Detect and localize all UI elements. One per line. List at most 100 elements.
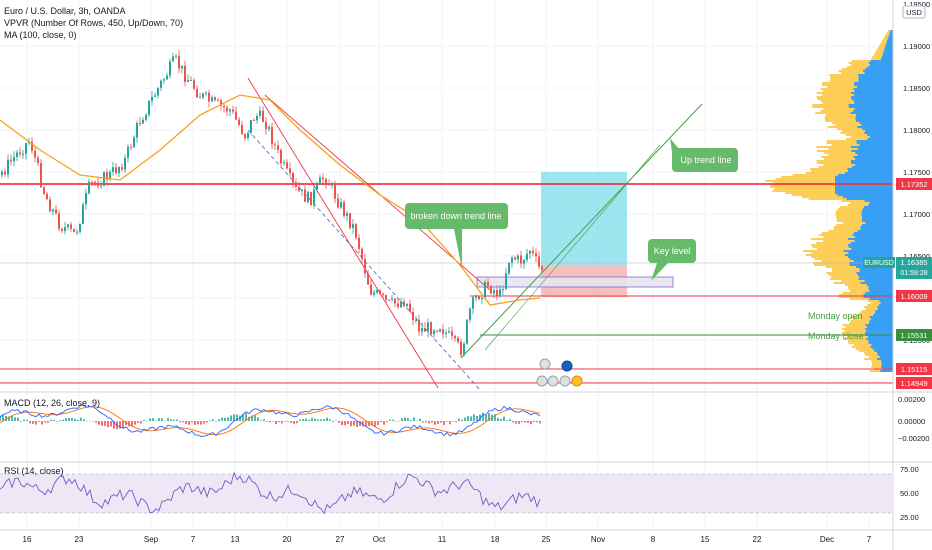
- vp-bar-down: [833, 282, 861, 284]
- macd-histogram-bar: [14, 417, 16, 421]
- candle-body: [124, 157, 126, 170]
- vp-bar-up: [845, 172, 893, 174]
- channel-dashed-line[interactable]: [247, 129, 481, 391]
- flag-icon[interactable]: [547, 375, 559, 387]
- vp-bar-up: [835, 190, 893, 192]
- vp-bar-up: [859, 268, 893, 270]
- rsi-legend[interactable]: RSI (14, close): [4, 466, 64, 476]
- vp-bar-down: [816, 92, 852, 94]
- vp-bar-down: [816, 146, 851, 148]
- macd-histogram-bar: [68, 417, 70, 421]
- vp-bar-down: [826, 142, 857, 144]
- vp-bar-down: [772, 190, 835, 192]
- candle-body: [172, 56, 174, 62]
- vp-bar-down: [840, 132, 865, 134]
- flag-icon[interactable]: [539, 358, 551, 370]
- candle-body: [352, 224, 354, 228]
- vp-bar-down: [850, 202, 870, 204]
- candle-body: [88, 181, 90, 194]
- macd-legend[interactable]: MACD (12, 26, close, 9): [4, 398, 101, 408]
- candle-body: [103, 172, 105, 186]
- vp-bar-up: [877, 354, 893, 356]
- vp-bar-up: [860, 282, 893, 284]
- candle-body: [97, 182, 99, 187]
- macd-histogram-bar: [170, 419, 172, 421]
- vp-bar-up: [857, 230, 893, 232]
- vp-bar-down: [841, 200, 865, 202]
- candle-body: [511, 257, 513, 263]
- candle-body: [307, 191, 309, 202]
- vp-bar-down: [824, 152, 856, 154]
- vp-bar-down: [878, 46, 885, 48]
- vp-bar-down: [851, 64, 870, 66]
- vp-bar-up: [866, 330, 893, 332]
- vp-bar-down: [841, 68, 865, 70]
- macd-histogram-bar: [485, 414, 487, 421]
- candle-body: [385, 295, 387, 300]
- flag-icon[interactable]: [561, 360, 573, 372]
- vp-bar-up: [881, 56, 893, 58]
- candle-body: [496, 290, 498, 297]
- vp-bar-up: [870, 346, 893, 348]
- macd-histogram-bar: [221, 417, 223, 421]
- vp-bar-down: [842, 324, 866, 326]
- vp-bar-up: [855, 158, 893, 160]
- vpvr-legend[interactable]: VPVR (Number Of Rows, 450, Up/Down, 70): [4, 18, 184, 28]
- flag-icon[interactable]: [536, 375, 548, 387]
- candle-body: [139, 122, 141, 124]
- candle-body: [205, 92, 207, 94]
- vp-bar-down: [855, 348, 873, 350]
- macd-histogram-bar: [32, 421, 34, 424]
- channel-upper-line[interactable]: [247, 77, 439, 389]
- callout-key-level[interactable]: Key level: [648, 239, 696, 281]
- candle-body: [274, 144, 276, 146]
- macd-histogram-bar: [242, 413, 244, 421]
- candle-body: [217, 100, 219, 102]
- candle-body: [157, 87, 159, 96]
- vp-bar-up: [857, 154, 893, 156]
- candle-body: [22, 153, 24, 155]
- vp-bar-up: [868, 288, 893, 290]
- flag-icon[interactable]: [559, 375, 571, 387]
- up-trend-line[interactable]: [460, 103, 703, 359]
- take-profit-zone[interactable]: [541, 172, 627, 266]
- candle-body: [343, 202, 345, 216]
- callout-broken-trend[interactable]: broken down trend line: [405, 203, 508, 269]
- ma-legend[interactable]: MA (100, close, 0): [4, 30, 77, 40]
- macd-histogram-bar: [173, 419, 175, 421]
- macd-histogram-bar: [461, 419, 463, 421]
- macd-histogram-bar: [137, 421, 139, 423]
- time-axis[interactable]: 16 23 Sep 7 13 20 27 Oct 11 18 25 Nov 8 15 22 Dec 7: [23, 535, 872, 544]
- vp-bar-up: [856, 86, 893, 88]
- candle-body: [505, 273, 507, 290]
- vp-bar-up: [864, 280, 893, 282]
- vp-bar-up: [853, 156, 893, 158]
- key-level-zone[interactable]: [476, 276, 674, 288]
- candle-body: [94, 181, 96, 183]
- symbol-title[interactable]: Euro / U.S. Dollar, 3h, OANDA: [4, 6, 126, 16]
- callout-up-trend[interactable]: Up trend line: [670, 138, 738, 172]
- macd-histogram-bar: [230, 415, 232, 421]
- vp-bar-up: [863, 294, 893, 296]
- vp-bar-up: [881, 364, 893, 366]
- vp-bar-down: [816, 150, 852, 152]
- vp-bar-down: [867, 300, 880, 302]
- candle-body: [520, 255, 522, 264]
- candle-body: [262, 110, 264, 122]
- price-axis[interactable]: 1.19000 1.18500 1.18000 1.17500 1.17000 1.165…: [903, 0, 930, 387]
- vp-bar-down: [805, 254, 846, 256]
- macd-histogram-bar: [8, 416, 10, 421]
- candle-body: [241, 124, 243, 134]
- up-trend-line-parallel[interactable]: [484, 144, 661, 351]
- currency-badge[interactable]: USD: [902, 5, 926, 19]
- macd-histogram-bar: [482, 412, 484, 421]
- vp-bar-down: [863, 306, 878, 308]
- vp-bar-down: [845, 138, 868, 140]
- candle-body: [394, 298, 396, 304]
- flag-icon[interactable]: [571, 375, 583, 387]
- vp-bar-down: [839, 206, 864, 208]
- candle-body: [55, 209, 57, 214]
- macd-histogram-bar: [92, 421, 94, 422]
- vp-bar-up: [878, 304, 893, 306]
